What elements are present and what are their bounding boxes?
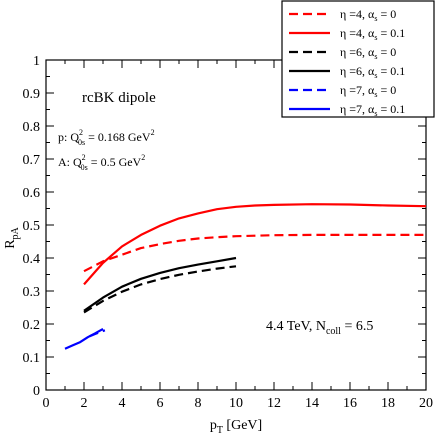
series-line-3	[83, 265, 237, 314]
legend: η =4, αs = 0 η =4, αs = 0.1 η =6, αs = 0 η …	[281, 0, 435, 118]
x-tick-label: 18	[381, 396, 395, 411]
legend-rows: η =4, αs = 0 η =4, αs = 0.1 η =6, αs = 0 η …	[289, 7, 405, 118]
y-tick-label: 0.8	[23, 120, 41, 135]
y-tick-label: 0.6	[23, 186, 41, 201]
series-line-4	[83, 256, 237, 312]
legend-label-3: η =6, αs = 0	[340, 45, 396, 61]
y-tick-label: 0	[33, 384, 40, 399]
y-tick-label: 0.4	[23, 252, 41, 267]
tick-layer: 0 2 4 6 8 10 12 14 16 18 20 0 0.1 0.2 0.3 0.4 0.5 0.6 0.7 0…	[23, 54, 434, 411]
y-tick-label: 1	[33, 54, 40, 69]
x-tick-label: 6	[157, 396, 164, 411]
y-tick-label: 0.5	[23, 219, 41, 234]
energy-annotation: 4.4 TeV, Ncoll = 6.5	[266, 319, 373, 337]
legend-label-6: η =7, αs = 0.1	[340, 102, 405, 118]
x-axis-label: pT [GeV]	[210, 418, 262, 436]
x-tick-label: 12	[267, 396, 281, 411]
series-layer	[64, 203, 427, 350]
x-tick-label: 4	[119, 396, 126, 411]
x-tick-label: 10	[229, 396, 243, 411]
legend-box	[281, 0, 435, 118]
x-tick-label: 14	[305, 396, 319, 411]
x-tick-label: 16	[343, 396, 357, 411]
series-line-1	[83, 233, 426, 273]
y-tick-label: 0.9	[23, 87, 41, 102]
y-axis-label: RpA	[3, 226, 21, 248]
nucleus-saturation-annotation: A: Q2 0s = 0.5 GeV2	[58, 153, 145, 172]
x-tick-label: 8	[195, 396, 202, 411]
model-annotation: rcBK dipole	[82, 90, 156, 106]
legend-label-2: η =4, αs = 0.1	[340, 26, 405, 42]
series-line-6	[64, 327, 104, 350]
y-tick-label: 0.7	[23, 153, 41, 168]
legend-label-1: η =4, αs = 0	[340, 7, 396, 23]
y-tick-label: 0.3	[23, 285, 41, 300]
legend-label-5: η =7, αs = 0	[340, 83, 396, 99]
series-line-2	[83, 203, 427, 286]
x-tick-label: 2	[81, 396, 88, 411]
x-tick-label: 0	[43, 396, 50, 411]
legend-label-4: η =6, αs = 0.1	[340, 64, 405, 80]
proton-saturation-annotation: p: Q2 0s = 0.168 GeV2	[58, 128, 155, 147]
y-tick-label: 0.1	[23, 351, 41, 366]
y-tick-label: 0.2	[23, 318, 41, 333]
x-tick-label: 20	[419, 396, 433, 411]
